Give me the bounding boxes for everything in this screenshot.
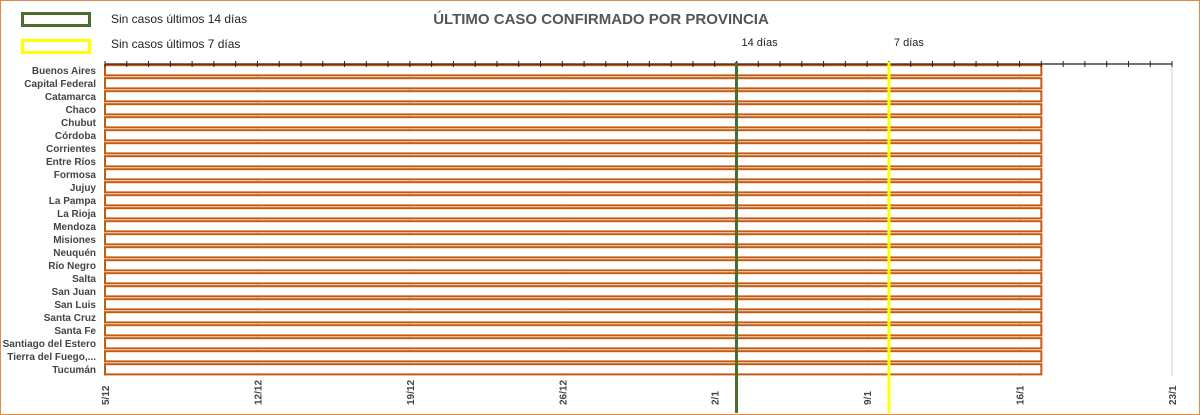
category-label-16: Salta bbox=[72, 274, 96, 285]
bar-21 bbox=[104, 337, 1043, 350]
bar-12 bbox=[104, 220, 1043, 233]
category-label-5: Córdoba bbox=[55, 131, 97, 142]
bar-14 bbox=[104, 246, 1043, 259]
bar-3 bbox=[104, 103, 1043, 116]
category-label-12: Mendoza bbox=[53, 222, 96, 233]
x-tick-label-2: 19/12 bbox=[406, 380, 417, 405]
bar-8 bbox=[104, 168, 1043, 181]
category-label-15: Río Negro bbox=[48, 261, 96, 272]
category-label-22: Tierra del Fuego,... bbox=[7, 352, 96, 363]
x-tick-label-3: 26/12 bbox=[558, 380, 569, 405]
reference-label-0: 14 días bbox=[741, 37, 778, 49]
category-label-8: Formosa bbox=[54, 170, 97, 181]
bar-6 bbox=[104, 142, 1043, 155]
category-label-18: San Luis bbox=[54, 300, 96, 311]
bar-0 bbox=[104, 64, 1043, 77]
bar-19 bbox=[104, 311, 1043, 324]
x-tick-label-0: 5/12 bbox=[101, 385, 112, 405]
x-tick-label-5: 9/1 bbox=[863, 391, 874, 405]
category-label-0: Buenos Aires bbox=[32, 66, 97, 77]
category-label-1: Capital Federal bbox=[24, 79, 96, 90]
category-label-10: La Pampa bbox=[49, 196, 97, 207]
bar-5 bbox=[104, 129, 1043, 142]
bar-4 bbox=[104, 116, 1043, 129]
category-label-23: Tucumán bbox=[52, 365, 96, 376]
reference-label-1: 7 días bbox=[894, 37, 924, 49]
legend-swatch-7-days bbox=[21, 39, 91, 54]
category-label-17: San Juan bbox=[52, 287, 96, 298]
bar-16 bbox=[104, 272, 1043, 285]
chart-title: ÚLTIMO CASO CONFIRMADO POR PROVINCIA bbox=[433, 11, 769, 28]
category-label-6: Corrientes bbox=[46, 144, 96, 155]
category-label-2: Catamarca bbox=[45, 92, 97, 103]
category-label-14: Neuquén bbox=[53, 248, 96, 259]
bar-11 bbox=[104, 207, 1043, 220]
category-label-3: Chaco bbox=[65, 105, 96, 116]
category-label-21: Santiago del Estero bbox=[3, 339, 96, 350]
category-label-11: La Rioja bbox=[57, 209, 96, 220]
bar-9 bbox=[104, 181, 1043, 194]
category-label-4: Chubut bbox=[61, 118, 97, 129]
category-label-20: Santa Fe bbox=[54, 326, 96, 337]
category-label-19: Santa Cruz bbox=[44, 313, 96, 324]
legend-swatch-14-days bbox=[21, 12, 91, 27]
bar-23 bbox=[104, 363, 1043, 376]
bar-20 bbox=[104, 324, 1043, 337]
bar-10 bbox=[104, 194, 1043, 207]
bar-1 bbox=[104, 77, 1043, 90]
bar-13 bbox=[104, 233, 1043, 246]
category-label-7: Entre Ríos bbox=[46, 157, 96, 168]
bar-22 bbox=[104, 350, 1043, 363]
bar-2 bbox=[104, 90, 1043, 103]
x-tick-label-6: 16/1 bbox=[1016, 385, 1027, 405]
bar-7 bbox=[104, 155, 1043, 168]
legend-label-14-days: Sin casos últimos 14 días bbox=[111, 12, 248, 26]
x-tick-label-4: 2/1 bbox=[711, 391, 722, 405]
x-tick-label-7: 23/1 bbox=[1168, 385, 1179, 405]
bar-17 bbox=[104, 285, 1043, 298]
category-label-9: Jujuy bbox=[70, 183, 97, 194]
category-label-13: Misiones bbox=[53, 235, 96, 246]
x-tick-label-1: 12/12 bbox=[253, 380, 264, 405]
legend-label-7-days: Sin casos últimos 7 días bbox=[111, 37, 241, 51]
bar-18 bbox=[104, 298, 1043, 311]
bar-15 bbox=[104, 259, 1043, 272]
